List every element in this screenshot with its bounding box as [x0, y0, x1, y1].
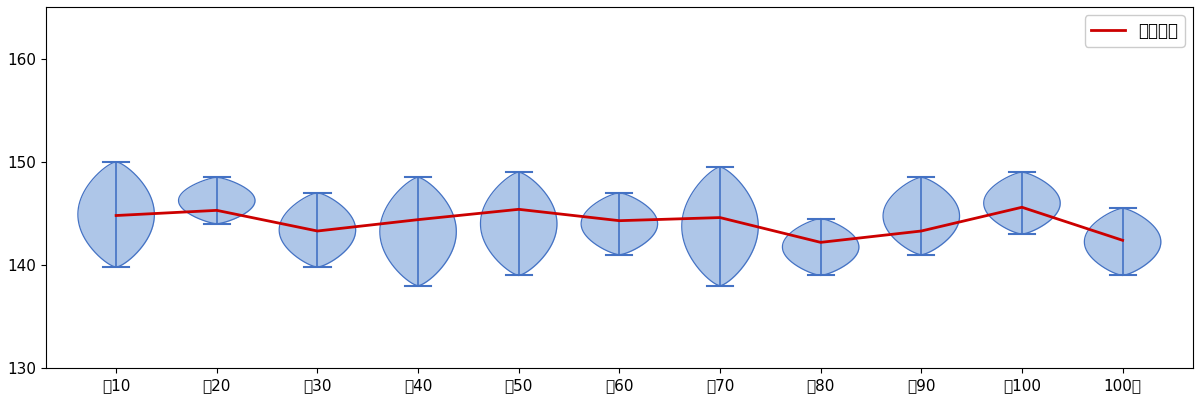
球速平均: [814, 240, 828, 245]
Legend: 球速平均: 球速平均: [1085, 15, 1184, 47]
球速平均: [1015, 205, 1030, 210]
球速平均: [612, 218, 626, 223]
球速平均: [914, 229, 929, 234]
球速平均: [311, 229, 325, 234]
Line: 球速平均: 球速平均: [116, 207, 1123, 242]
球速平均: [210, 208, 224, 213]
球速平均: [511, 207, 526, 212]
球速平均: [109, 213, 124, 218]
球速平均: [713, 215, 727, 220]
球速平均: [410, 217, 425, 222]
球速平均: [1116, 238, 1130, 243]
